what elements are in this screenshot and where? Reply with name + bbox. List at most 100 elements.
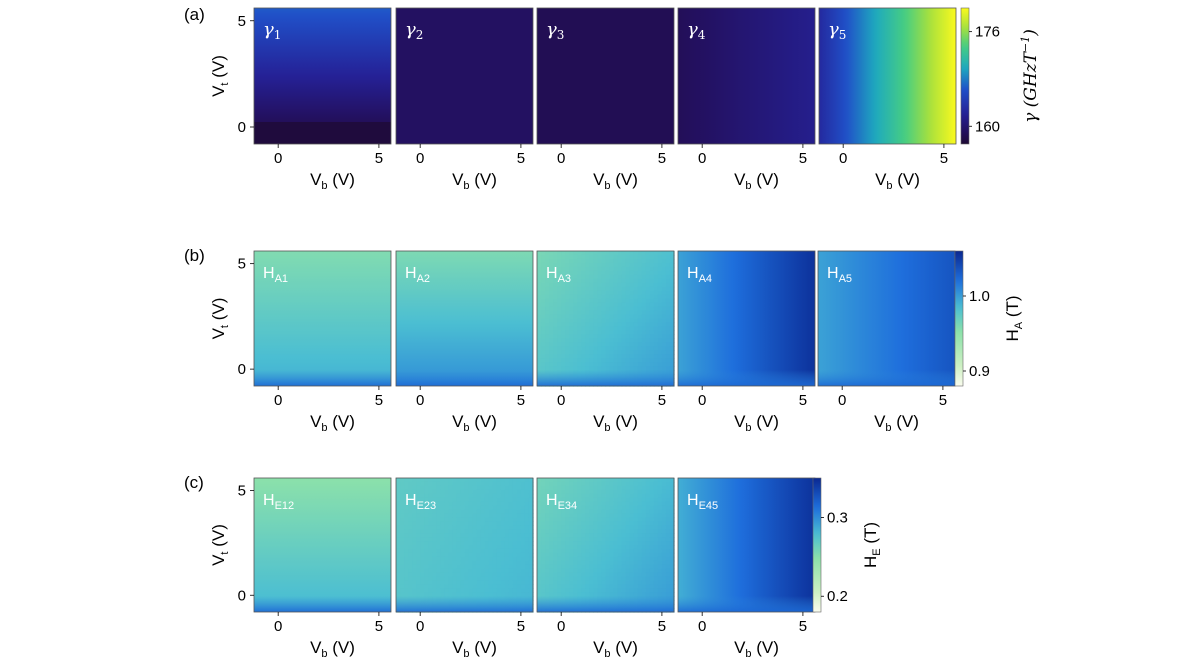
heatmap-cell [520,478,526,483]
heatmap-cell [613,342,619,347]
heatmap-cell [464,497,470,503]
heatmap-cell [625,478,631,483]
heatmap-cell [569,537,574,542]
heatmap-cell [412,485,417,491]
heatmap-cell [669,497,675,503]
heatmap-cell [585,521,590,526]
heatmap-cell [577,326,582,332]
heatmap-cell [516,525,522,530]
heatmap-cell [641,366,647,371]
heatmap-cell [665,576,671,582]
heatmap-cell [585,262,590,268]
heatmap-cell [649,298,655,304]
heatmap-cell [452,493,458,499]
heatmap-cell [512,478,518,483]
heatmap-cell [569,588,574,593]
heatmap-cell [456,529,462,534]
heatmap-cell [472,576,478,582]
heatmap-cell [605,497,611,503]
heatmap-cell [569,334,574,339]
heatmap-cell [496,576,502,582]
heatmap-cell [613,270,619,276]
heatmap-cell [408,548,413,554]
heatmap-cell [528,513,534,519]
heatmap-cell [581,513,586,519]
heatmap-cell [597,489,603,495]
heatmap-cell [456,533,462,538]
heatmap-cell [617,541,623,546]
heatmap-cell [637,560,643,566]
heatmap-cell [412,489,417,495]
heatmap-frame [395,477,534,613]
heatmap-cell [573,318,578,324]
heatmap-cell [428,493,433,499]
x-tick-label: 0 [416,392,424,409]
heatmap-cell [468,541,474,546]
heatmap-cell [404,548,409,554]
heatmap-cell [649,548,655,554]
heatmap-cell [585,501,590,507]
heatmap-cell [573,362,578,367]
heatmap-cell [593,525,599,530]
heatmap-cell [416,541,421,546]
heatmap-cell [657,266,663,272]
heatmap-cell [537,541,542,546]
heatmap-cell [428,545,433,550]
heatmap-cell [669,501,675,507]
heatmap-cell [541,576,546,582]
heatmap-cell [641,489,647,495]
heatmap-cell [657,362,663,367]
heatmap-cell [432,485,437,491]
heatmap-cell [432,513,437,519]
heatmap-cell [561,521,566,526]
heatmap-cell [561,354,566,359]
heatmap-cell [649,322,655,328]
heatmap-cell [557,584,562,589]
heatmap-cell [569,584,574,589]
heatmap-cell [488,548,494,554]
heatmap-cell [609,568,615,574]
heatmap-cell [585,326,590,332]
heatmap-cell [609,505,615,511]
heatmap-cell [665,326,671,332]
heatmap-cell [573,576,578,582]
heatmap-cell [657,358,663,363]
heatmap-cell [424,529,429,534]
heatmap-cell [609,560,615,566]
heatmap-cell [569,322,574,328]
heatmap-cell [541,322,546,328]
heatmap-cell [633,509,639,515]
heatmap-cell [633,258,639,264]
heatmap-cell [669,310,675,316]
heatmap-cell [601,564,607,570]
heatmap-cell [528,493,534,499]
heatmap-cell [396,564,401,570]
heatmap-cell [557,509,562,515]
heatmap-cell [621,302,627,308]
heatmap-cell [621,310,627,316]
heatmap-cell [504,576,510,582]
heatmap-cell [581,537,586,542]
heatmap-cell [625,338,631,343]
heatmap-cell [541,497,546,503]
heatmap-cell [400,564,405,570]
heatmap-cell [633,564,639,570]
heatmap-cell [617,278,623,284]
heatmap-cell [537,572,542,578]
heatmap-cell [593,588,599,593]
heatmap-cell [605,290,611,296]
heatmap-cell [649,481,655,487]
heatmap-cell [408,588,413,593]
heatmap-cell [625,564,631,570]
heatmap-cell [537,493,542,499]
heatmap-cell [645,262,651,268]
heatmap-cell [504,588,510,593]
heatmap-cell [665,330,671,335]
heatmap-cell [637,306,643,312]
heatmap-cell [585,537,590,542]
heatmap-cell [645,572,651,578]
heatmap-cell [436,517,441,522]
heatmap-cell [440,568,445,574]
